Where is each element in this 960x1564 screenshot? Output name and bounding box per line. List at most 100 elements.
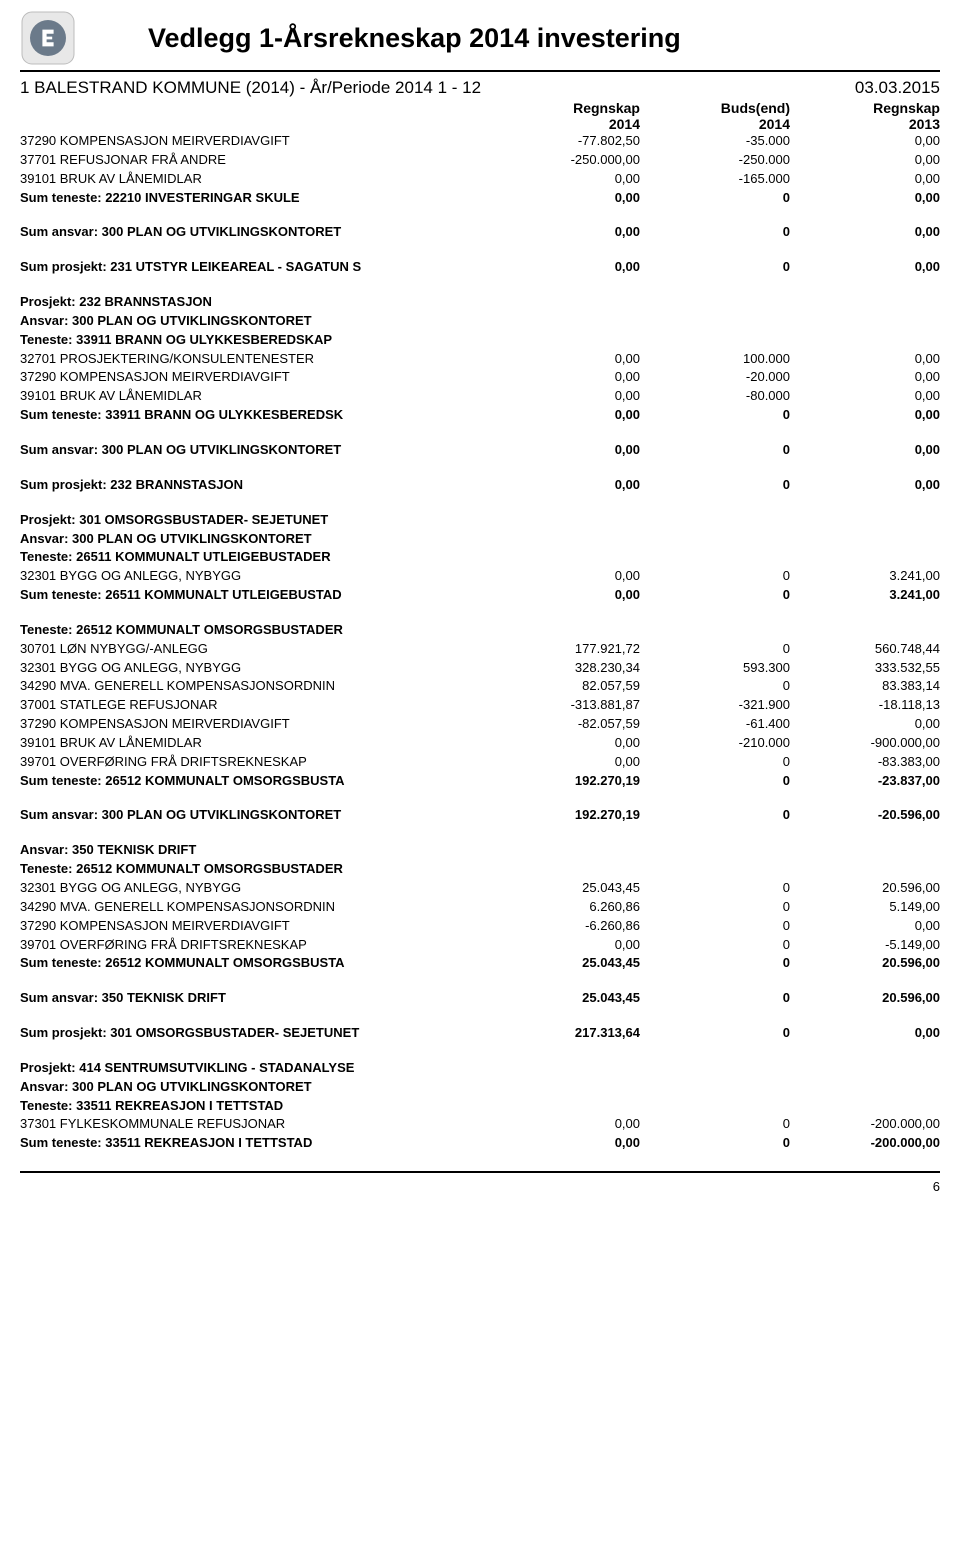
- row-label: 32301 BYGG OG ANLEGG, NYBYGG: [20, 879, 490, 898]
- section-heading: Teneste: 26512 KOMMUNALT OMSORGSBUSTADER: [20, 621, 940, 640]
- value-col-1: 0,00: [490, 476, 640, 495]
- value-col-1: 0,00: [490, 1115, 640, 1134]
- section-gap: [20, 425, 940, 441]
- section-gap: [20, 207, 940, 223]
- row-label: Teneste: 26511 KOMMUNALT UTLEIGEBUSTADER: [20, 548, 940, 567]
- row-label: Prosjekt: 414 SENTRUMSUTVIKLING - STADAN…: [20, 1059, 940, 1078]
- page-number: 6: [933, 1179, 940, 1194]
- value-col-1: 328.230,34: [490, 659, 640, 678]
- row-label: Sum ansvar: 350 TEKNISK DRIFT: [20, 989, 490, 1008]
- row-label: 37001 STATLEGE REFUSJONAR: [20, 696, 490, 715]
- value-col-2: 0: [640, 936, 790, 955]
- report-body: 37290 KOMPENSASJON MEIRVERDIAVGIFT-77.80…: [20, 132, 940, 1153]
- data-row: 30701 LØN NYBYGG/-ANLEGG177.921,720560.7…: [20, 640, 940, 659]
- sum-row: Sum prosjekt: 232 BRANNSTASJON0,0000,00: [20, 476, 940, 495]
- value-col-2: 0: [640, 1024, 790, 1043]
- value-col-2: 0: [640, 258, 790, 277]
- value-col-1: 0,00: [490, 586, 640, 605]
- value-col-3: -18.118,13: [790, 696, 940, 715]
- value-col-3: -200.000,00: [790, 1115, 940, 1134]
- row-label: 39101 BRUK AV LÅNEMIDLAR: [20, 734, 490, 753]
- value-col-3: 0,00: [790, 223, 940, 242]
- value-col-1: 0,00: [490, 350, 640, 369]
- value-col-2: 0: [640, 406, 790, 425]
- value-col-1: 0,00: [490, 189, 640, 208]
- section-gap: [20, 1008, 940, 1024]
- value-col-3: 20.596,00: [790, 954, 940, 973]
- section-heading: Prosjekt: 301 OMSORGSBUSTADER- SEJETUNET: [20, 511, 940, 530]
- data-row: 37290 KOMPENSASJON MEIRVERDIAVGIFT-6.260…: [20, 917, 940, 936]
- value-col-3: 333.532,55: [790, 659, 940, 678]
- section-heading: Prosjekt: 232 BRANNSTASJON: [20, 293, 940, 312]
- value-col-3: 5.149,00: [790, 898, 940, 917]
- sum-row: Sum ansvar: 300 PLAN OG UTVIKLINGSKONTOR…: [20, 223, 940, 242]
- value-col-2: -250.000: [640, 151, 790, 170]
- value-col-2: 0: [640, 1134, 790, 1153]
- data-row: 37290 KOMPENSASJON MEIRVERDIAVGIFT-82.05…: [20, 715, 940, 734]
- row-label: 32301 BYGG OG ANLEGG, NYBYGG: [20, 659, 490, 678]
- row-label: Sum teneste: 26512 KOMMUNALT OMSORGSBUST…: [20, 772, 490, 791]
- section-heading: Prosjekt: 414 SENTRUMSUTVIKLING - STADAN…: [20, 1059, 940, 1078]
- sum-row: Sum teneste: 26512 KOMMUNALT OMSORGSBUST…: [20, 954, 940, 973]
- col1-header-bot: 2014: [490, 116, 640, 132]
- value-col-3: 0,00: [790, 406, 940, 425]
- value-col-2: -210.000: [640, 734, 790, 753]
- value-col-1: -313.881,87: [490, 696, 640, 715]
- row-label: Sum prosjekt: 232 BRANNSTASJON: [20, 476, 490, 495]
- sum-row: Sum teneste: 33511 REKREASJON I TETTSTAD…: [20, 1134, 940, 1153]
- column-headers-row1: Regnskap Buds(end) Regnskap: [20, 100, 940, 116]
- row-label: 39101 BRUK AV LÅNEMIDLAR: [20, 387, 490, 406]
- value-col-1: 192.270,19: [490, 772, 640, 791]
- sum-row: Sum ansvar: 350 TEKNISK DRIFT25.043,4502…: [20, 989, 940, 1008]
- row-label: Ansvar: 300 PLAN OG UTVIKLINGSKONTORET: [20, 312, 940, 331]
- value-col-1: 0,00: [490, 406, 640, 425]
- value-col-3: 0,00: [790, 189, 940, 208]
- value-col-1: -250.000,00: [490, 151, 640, 170]
- value-col-3: -5.149,00: [790, 936, 940, 955]
- data-row: 37301 FYLKESKOMMUNALE REFUSJONAR0,000-20…: [20, 1115, 940, 1134]
- sum-row: Sum ansvar: 300 PLAN OG UTVIKLINGSKONTOR…: [20, 806, 940, 825]
- value-col-1: 25.043,45: [490, 989, 640, 1008]
- data-row: 37701 REFUSJONAR FRÅ ANDRE-250.000,00-25…: [20, 151, 940, 170]
- data-row: 39101 BRUK AV LÅNEMIDLAR0,00-165.0000,00: [20, 170, 940, 189]
- data-row: 39701 OVERFØRING FRÅ DRIFTSREKNESKAP0,00…: [20, 936, 940, 955]
- section-heading: Ansvar: 350 TEKNISK DRIFT: [20, 841, 940, 860]
- row-label: 37301 FYLKESKOMMUNALE REFUSJONAR: [20, 1115, 490, 1134]
- value-col-2: -35.000: [640, 132, 790, 151]
- section-gap: [20, 825, 940, 841]
- value-col-3: 3.241,00: [790, 567, 940, 586]
- value-col-3: 20.596,00: [790, 989, 940, 1008]
- data-row: 34290 MVA. GENERELL KOMPENSASJONSORDNIN8…: [20, 677, 940, 696]
- row-label: Ansvar: 300 PLAN OG UTVIKLINGSKONTORET: [20, 530, 940, 549]
- value-col-1: 25.043,45: [490, 879, 640, 898]
- value-col-3: 0,00: [790, 258, 940, 277]
- section-gap: [20, 973, 940, 989]
- value-col-2: 0: [640, 772, 790, 791]
- value-col-2: 0: [640, 917, 790, 936]
- value-col-1: 0,00: [490, 170, 640, 189]
- value-col-1: 192.270,19: [490, 806, 640, 825]
- data-row: 37290 KOMPENSASJON MEIRVERDIAVGIFT-77.80…: [20, 132, 940, 151]
- data-row: 37290 KOMPENSASJON MEIRVERDIAVGIFT0,00-2…: [20, 368, 940, 387]
- value-col-2: 0: [640, 1115, 790, 1134]
- value-col-3: 0,00: [790, 1024, 940, 1043]
- section-heading: Ansvar: 300 PLAN OG UTVIKLINGSKONTORET: [20, 530, 940, 549]
- value-col-3: 0,00: [790, 151, 940, 170]
- section-heading: Ansvar: 300 PLAN OG UTVIKLINGSKONTORET: [20, 312, 940, 331]
- value-col-2: 593.300: [640, 659, 790, 678]
- value-col-1: 0,00: [490, 441, 640, 460]
- page-title: Vedlegg 1-Årsrekneskap 2014 investering: [88, 23, 940, 54]
- value-col-1: 0,00: [490, 387, 640, 406]
- value-col-1: 0,00: [490, 368, 640, 387]
- row-label: Sum prosjekt: 301 OMSORGSBUSTADER- SEJET…: [20, 1024, 490, 1043]
- section-gap: [20, 242, 940, 258]
- value-col-2: 0: [640, 189, 790, 208]
- section-gap: [20, 605, 940, 621]
- value-col-1: -82.057,59: [490, 715, 640, 734]
- value-col-2: 0: [640, 753, 790, 772]
- report-date: 03.03.2015: [855, 78, 940, 98]
- data-row: 32301 BYGG OG ANLEGG, NYBYGG25.043,45020…: [20, 879, 940, 898]
- row-label: Sum teneste: 33511 REKREASJON I TETTSTAD: [20, 1134, 490, 1153]
- value-col-3: 83.383,14: [790, 677, 940, 696]
- section-heading: Teneste: 33911 BRANN OG ULYKKESBEREDSKAP: [20, 331, 940, 350]
